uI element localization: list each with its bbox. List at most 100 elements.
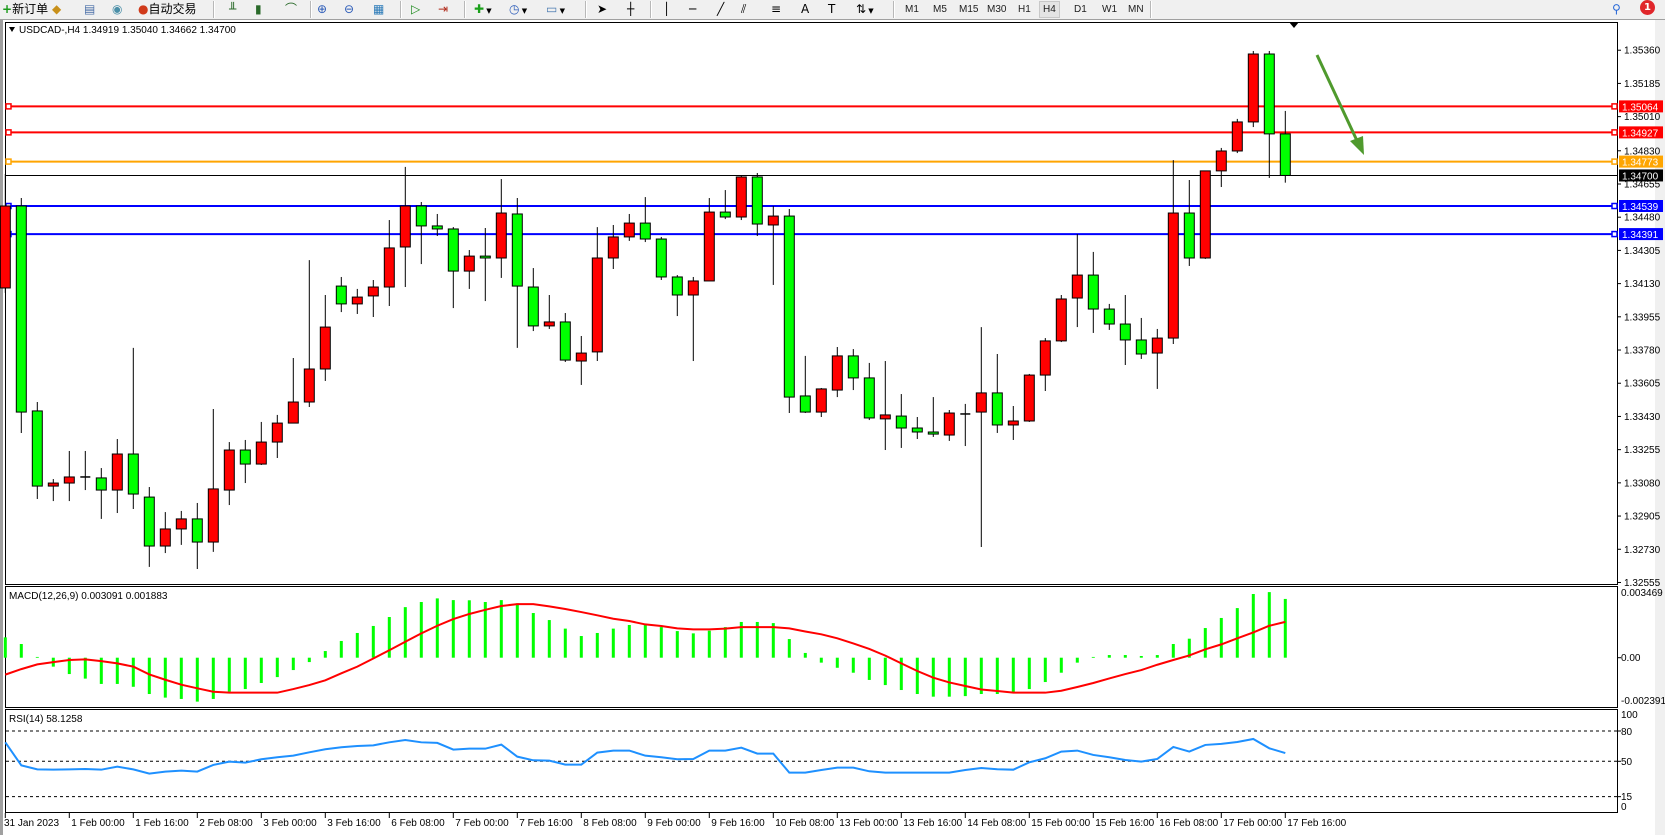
candle bbox=[735, 175, 747, 221]
bullish-candle-body bbox=[543, 321, 555, 327]
macd-histogram-bar bbox=[963, 657, 967, 697]
search-button[interactable]: ⚲ bbox=[1612, 1, 1621, 18]
timeframe-m5[interactable]: M5 bbox=[933, 4, 947, 15]
candle bbox=[255, 421, 267, 466]
level-handle-left bbox=[5, 103, 12, 110]
zoom-out-button[interactable]: ⊖ bbox=[344, 1, 354, 18]
candle bbox=[31, 402, 43, 499]
trend-arrow-line bbox=[1315, 54, 1361, 146]
timeframe-h1[interactable]: H1 bbox=[1018, 4, 1031, 15]
crosshair-button[interactable]: ┼ bbox=[627, 1, 634, 18]
macd-histogram-bar bbox=[531, 613, 535, 658]
time-tick-label: 9 Feb 00:00 bbox=[647, 818, 701, 829]
line-chart-button[interactable]: ⌒ bbox=[285, 1, 297, 18]
candle bbox=[127, 347, 139, 510]
bullish-candle-body bbox=[319, 326, 331, 370]
macd-histogram-bar bbox=[899, 657, 903, 691]
bullish-candle-body bbox=[767, 215, 779, 226]
bullish-candle-body bbox=[703, 211, 715, 282]
timeframe-d1[interactable]: D1 bbox=[1074, 4, 1087, 15]
time-tick-label: 6 Feb 08:00 bbox=[391, 818, 445, 829]
zoom-in-button[interactable]: ⊕ bbox=[317, 1, 327, 18]
price-tick-label: 1.35010 bbox=[1624, 112, 1661, 123]
macd-histogram-bar bbox=[1091, 656, 1095, 658]
trendline-icon: ╱ bbox=[717, 2, 725, 16]
cursor-button[interactable]: ➤ bbox=[597, 1, 607, 18]
time-tick-label: 3 Feb 16:00 bbox=[327, 818, 381, 829]
bearish-candle-body bbox=[127, 453, 139, 495]
macd-histogram-bar bbox=[851, 657, 855, 673]
metaeditor-button[interactable]: ◆ bbox=[52, 1, 61, 18]
trendline-button[interactable]: ╱ bbox=[717, 1, 724, 18]
candle bbox=[335, 276, 347, 313]
toolbar-separator bbox=[585, 1, 587, 18]
chart-shift-button[interactable]: ⇥ bbox=[438, 1, 448, 18]
auto-trading-button[interactable]: ●自动交易 bbox=[138, 1, 197, 18]
tile-windows-button[interactable]: ▦ bbox=[373, 1, 384, 18]
bearish-candle-body bbox=[911, 427, 923, 433]
window-right-edge bbox=[1655, 20, 1665, 835]
macd-histogram-bar bbox=[595, 632, 599, 658]
bullish-candle-body bbox=[287, 401, 299, 424]
macd-histogram-bar bbox=[739, 621, 743, 658]
bearish-candle-body bbox=[1119, 323, 1131, 341]
toolbar-separator bbox=[310, 1, 312, 18]
notification-icon[interactable]: 1 bbox=[1640, 0, 1655, 15]
chart-shift-marker-icon[interactable] bbox=[1289, 22, 1299, 28]
time-tick-label: 2 Feb 08:00 bbox=[199, 818, 253, 829]
level-handle-right bbox=[1611, 202, 1618, 210]
macd-histogram-bar bbox=[1155, 655, 1159, 658]
fibonacci-button[interactable]: ≡ bbox=[771, 1, 781, 18]
candle bbox=[895, 394, 907, 448]
level-price-badge bbox=[1619, 200, 1663, 212]
market-watch-button[interactable]: ▤ bbox=[84, 1, 95, 18]
arrows-button[interactable]: ⇅ ▼ bbox=[856, 2, 874, 16]
candle bbox=[703, 198, 715, 282]
timeframe-mn[interactable]: MN bbox=[1128, 4, 1144, 15]
text-button[interactable]: A bbox=[801, 1, 809, 18]
new-order-button[interactable]: +新订单 bbox=[2, 1, 48, 18]
price-tick-label: 1.34480 bbox=[1624, 213, 1661, 224]
main-panel-border bbox=[5, 22, 1618, 585]
time-axis[interactable]: 31 Jan 2023 1 Feb 00:00 1 Feb 16:00 2 Feb 0… bbox=[4, 813, 1347, 829]
text-label-button[interactable]: T bbox=[828, 1, 835, 18]
toolbar-separator bbox=[650, 1, 652, 18]
price-axis[interactable]: 1.35360 1.35185 1.35010 1.34830 1.34655 1.344… bbox=[1617, 46, 1663, 589]
rsi-axis-0: 0 bbox=[1621, 802, 1627, 813]
macd-histogram-bar bbox=[579, 636, 583, 658]
signals-button[interactable]: ◉ bbox=[112, 1, 122, 18]
candle bbox=[367, 280, 379, 318]
time-tick-label: 14 Feb 08:00 bbox=[967, 818, 1026, 829]
timeframe-m30[interactable]: M30 bbox=[987, 4, 1007, 15]
level-handle-left bbox=[5, 129, 12, 136]
legend-triangle-icon bbox=[9, 27, 15, 32]
bar-chart-button[interactable]: ╨ bbox=[229, 1, 236, 18]
timeframe-m15[interactable]: M15 bbox=[959, 4, 979, 15]
horizontal-line-button[interactable]: ─ bbox=[689, 1, 696, 18]
level-price-label: 1.35064 bbox=[1622, 102, 1659, 113]
candle bbox=[383, 220, 395, 306]
candle bbox=[415, 202, 427, 265]
crosshair-icon: ┼ bbox=[627, 2, 635, 16]
time-tick-label: 8 Feb 08:00 bbox=[583, 818, 637, 829]
level-handle-right bbox=[1611, 230, 1618, 238]
candle bbox=[1279, 110, 1291, 183]
timeframe-w1[interactable]: W1 bbox=[1102, 4, 1117, 15]
timeframe-h4[interactable]: H4 bbox=[1039, 1, 1060, 18]
templates-button[interactable]: ▭ ▼ bbox=[546, 2, 565, 16]
periods-button[interactable]: ◷ ▼ bbox=[509, 2, 528, 16]
current-price-badge bbox=[1619, 169, 1663, 182]
equidistant-channel-button[interactable]: ⫽ bbox=[741, 1, 746, 18]
toolbar-separator bbox=[893, 1, 895, 18]
vertical-line-button[interactable]: │ bbox=[663, 1, 670, 18]
macd-histogram-bar bbox=[339, 640, 343, 658]
auto-scroll-button[interactable]: ▷ bbox=[411, 1, 420, 18]
indicators-button[interactable]: ✚ ▼ bbox=[474, 2, 492, 16]
candlestick-button[interactable]: ▮ bbox=[255, 1, 262, 18]
bullish-candle-body bbox=[879, 414, 891, 420]
timeframe-m1[interactable]: M1 bbox=[905, 4, 919, 15]
bullish-candle-body bbox=[383, 247, 395, 288]
annotations bbox=[1315, 54, 1364, 155]
macd-histogram-bar bbox=[1283, 598, 1287, 658]
